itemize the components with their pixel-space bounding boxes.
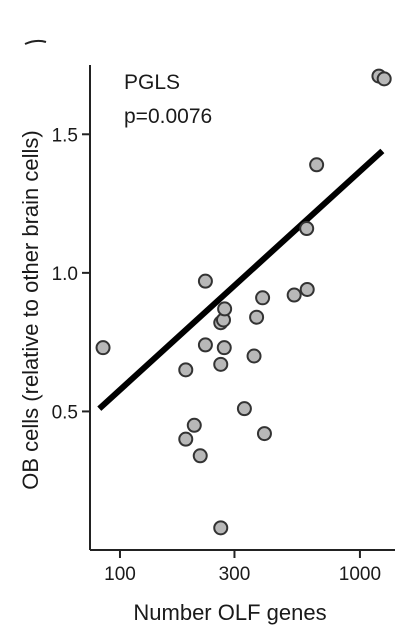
x-tick-label: 1000 (339, 564, 381, 585)
x-tick-label: 100 (104, 564, 136, 585)
annotation-pvalue: p=0.0076 (124, 105, 212, 128)
data-point (286, 287, 302, 303)
x-tick-label: 300 (219, 564, 251, 585)
data-point (178, 431, 194, 447)
data-point (197, 273, 213, 289)
annotation-method: PGLS (124, 71, 180, 94)
data-point (299, 281, 315, 297)
data-point (255, 290, 271, 306)
fit-line-layer (97, 148, 385, 411)
y-axis-title: OB cells (relative to other brain cells) (18, 130, 43, 489)
data-point (299, 221, 315, 237)
data-point (186, 417, 202, 433)
x-axis-title: Number OLF genes (133, 600, 326, 625)
y-tick-label: 0.5 (52, 402, 78, 423)
y-tick-label: 1.5 (52, 125, 78, 146)
panel-corner-mark (24, 39, 47, 45)
data-point (213, 356, 229, 372)
data-point (95, 340, 111, 356)
y-tick-label: 1.0 (52, 264, 78, 285)
points-layer (95, 68, 392, 536)
data-point (256, 426, 272, 442)
data-point (376, 71, 392, 87)
regression-line (97, 148, 385, 411)
data-point (197, 337, 213, 353)
data-point (236, 401, 252, 417)
data-point (217, 301, 233, 317)
data-point (309, 157, 325, 173)
axes: 0.5 1.0 1.5 100 300 1000 (52, 65, 395, 585)
data-point (192, 448, 208, 464)
data-point (213, 520, 229, 536)
data-point (246, 348, 262, 364)
data-point (249, 309, 265, 325)
data-point (178, 362, 194, 378)
data-point (216, 340, 232, 356)
